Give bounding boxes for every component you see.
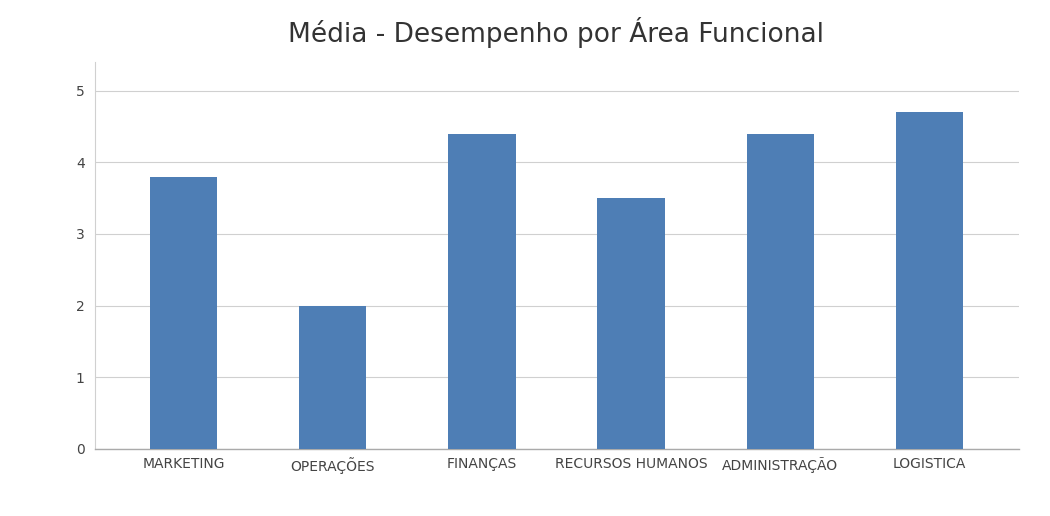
Bar bbox=[896, 112, 963, 449]
Title: Média - Desempenho por Área Funcional: Média - Desempenho por Área Funcional bbox=[289, 18, 824, 49]
Bar bbox=[299, 305, 366, 449]
Bar bbox=[597, 198, 665, 449]
Bar bbox=[448, 134, 516, 449]
Bar bbox=[747, 134, 814, 449]
Bar bbox=[150, 176, 217, 449]
